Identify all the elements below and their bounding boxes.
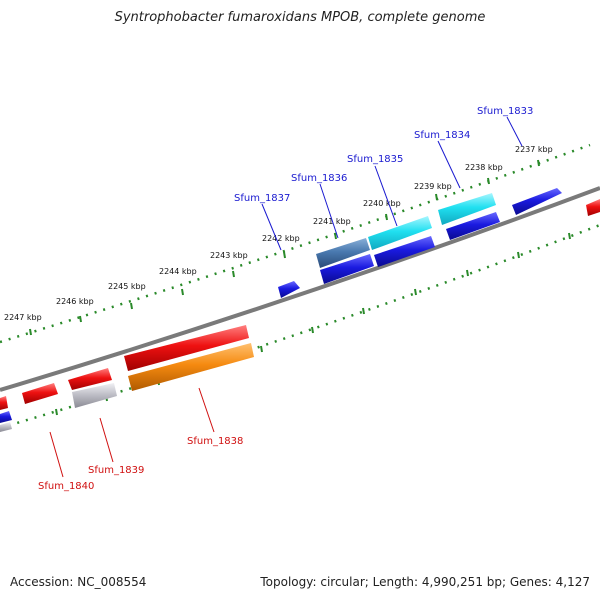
scale-label-2238: 2238 kbp: [465, 163, 503, 172]
gene-label-sfum-1837[interactable]: Sfum_1837: [234, 193, 290, 204]
leader-line-sfum-1837: [261, 203, 282, 251]
leader-line-sfum-1839: [99, 417, 114, 463]
gene-sfum-1838[interactable]: [128, 343, 254, 391]
gene-label-sfum-1835[interactable]: Sfum_1835: [347, 154, 403, 165]
gene-blue-row2-3[interactable]: [320, 254, 374, 284]
gene-sfum-1836[interactable]: [316, 238, 370, 268]
scale-label-2245: 2245 kbp: [108, 282, 146, 291]
gene-sfum-1833[interactable]: [512, 188, 562, 215]
accession-text: Accession: NC_008554: [10, 575, 147, 589]
gene-blue-edge[interactable]: [0, 411, 12, 423]
genome-summary-text: Topology: circular; Length: 4,990,251 bp…: [260, 575, 590, 589]
gene-sfum-1835[interactable]: [368, 216, 432, 250]
gene-label-sfum-1834[interactable]: Sfum_1834: [414, 130, 470, 141]
gene-label-sfum-1839[interactable]: Sfum_1839: [88, 465, 144, 476]
scale-label-2237: 2237 kbp: [515, 145, 553, 154]
scale-label-2242: 2242 kbp: [262, 234, 300, 243]
leader-line-sfum-1834: [437, 140, 461, 189]
scale-label-2246: 2246 kbp: [56, 297, 94, 306]
gene-sfum-1839[interactable]: [72, 383, 117, 408]
gene-label-sfum-1833[interactable]: Sfum_1833: [477, 106, 533, 117]
scale-label-2247: 2247 kbp: [4, 313, 42, 322]
map-title: Syntrophobacter fumaroxidans MPOB, compl…: [114, 10, 486, 25]
leader-line-sfum-1833: [506, 116, 523, 147]
scale-label-2239: 2239 kbp: [414, 182, 452, 191]
gene-label-sfum-1838[interactable]: Sfum_1838: [187, 436, 243, 447]
gene-blue-row2-1[interactable]: [446, 212, 500, 240]
leader-line-sfum-1835: [374, 165, 398, 227]
gene-red-large[interactable]: [124, 325, 249, 371]
gene-gray-edge[interactable]: [0, 422, 12, 432]
gene-blue-row2-2[interactable]: [374, 236, 435, 267]
gene-sfum-1837[interactable]: [278, 281, 300, 298]
outer-major-ticks: [29, 159, 540, 336]
leader-line-sfum-1836: [319, 183, 339, 239]
leader-line-sfum-1838: [198, 387, 215, 433]
gene-red-mid[interactable]: [68, 368, 112, 390]
gene-sfum-1840[interactable]: [22, 383, 58, 404]
genome-backbone: [0, 186, 600, 392]
leader-line-sfum-1840: [49, 431, 64, 478]
gene-forward-edge[interactable]: [586, 199, 600, 216]
scale-label-2244: 2244 kbp: [159, 267, 197, 276]
scale-label-2243: 2243 kbp: [210, 251, 248, 260]
gene-label-sfum-1840[interactable]: Sfum_1840: [38, 481, 94, 492]
scale-label-2241: 2241 kbp: [313, 217, 351, 226]
gene-label-sfum-1836[interactable]: Sfum_1836: [291, 173, 347, 184]
scale-label-2240: 2240 kbp: [363, 199, 401, 208]
gene-sfum-1834[interactable]: [438, 193, 496, 225]
gene-red-edge[interactable]: [0, 396, 8, 410]
